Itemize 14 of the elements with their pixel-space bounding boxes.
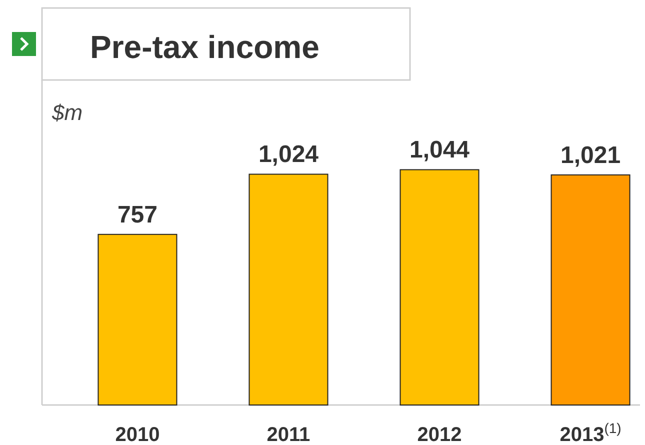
chart-title: Pre-tax income <box>90 29 320 65</box>
x-tick-label: 2010 <box>115 424 160 445</box>
bar <box>550 174 630 406</box>
bar <box>98 234 178 406</box>
bar <box>248 174 328 406</box>
x-tick-label: 2011 <box>266 424 310 445</box>
y-axis-title: $m <box>51 100 83 125</box>
x-tick-label: 2013$^{(1)}$ <box>560 420 622 445</box>
data-label: 1,021 <box>560 142 621 169</box>
data-label: 1,044 <box>409 136 470 164</box>
bar <box>400 169 480 406</box>
data-label: 1,024 <box>258 141 320 168</box>
x-tick-label: 2012 <box>417 424 462 445</box>
data-label: 757 <box>117 201 158 228</box>
